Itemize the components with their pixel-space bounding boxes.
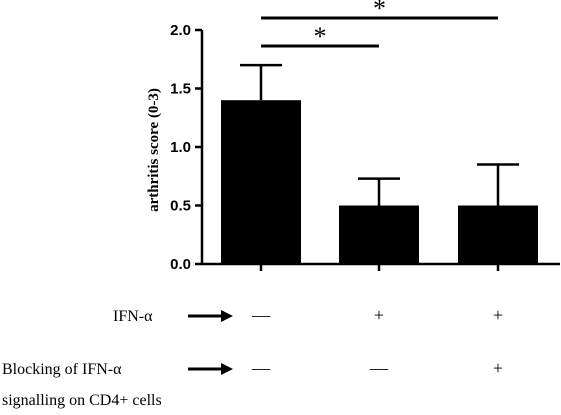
right-arrow-icon [188, 363, 233, 375]
y-axis-title: arthritis score (0-3) [146, 88, 162, 212]
x-ticks [259, 264, 500, 271]
bar [339, 205, 419, 264]
condition-symbol: — [251, 305, 271, 325]
bars [221, 100, 538, 264]
y-tick-label: 2.0 [170, 22, 191, 39]
condition-row-ifn: IFN-α — + + [113, 305, 503, 325]
bar [221, 100, 301, 264]
significance-star: * [373, 0, 386, 23]
condition-symbol: + [374, 305, 384, 325]
significance-brackets: ** [261, 0, 498, 51]
condition-label-ifn: IFN-α [113, 308, 153, 325]
y-tick-label: 0.5 [170, 198, 191, 215]
condition-symbol: + [493, 358, 503, 378]
y-tick-label: 1.5 [170, 81, 191, 98]
condition-row-blocking: Blocking of IFN-α signalling on CD4+ cel… [2, 358, 503, 409]
condition-symbol: + [493, 305, 503, 325]
condition-label-blocking: Blocking of IFN-α [2, 361, 122, 378]
significance-star: * [314, 22, 327, 51]
error-bars [240, 63, 519, 206]
condition-label-blocking-line2: signalling on CD4+ cells [2, 392, 162, 409]
right-arrow-icon [188, 310, 233, 322]
condition-symbol: — [369, 358, 389, 378]
condition-symbol: — [251, 358, 271, 378]
y-tick-label: 1.0 [170, 139, 191, 156]
y-ticks: 0.0 0.5 1.0 1.5 2.0 [170, 22, 202, 273]
bar [458, 205, 538, 264]
y-tick-label: 0.0 [170, 256, 191, 273]
